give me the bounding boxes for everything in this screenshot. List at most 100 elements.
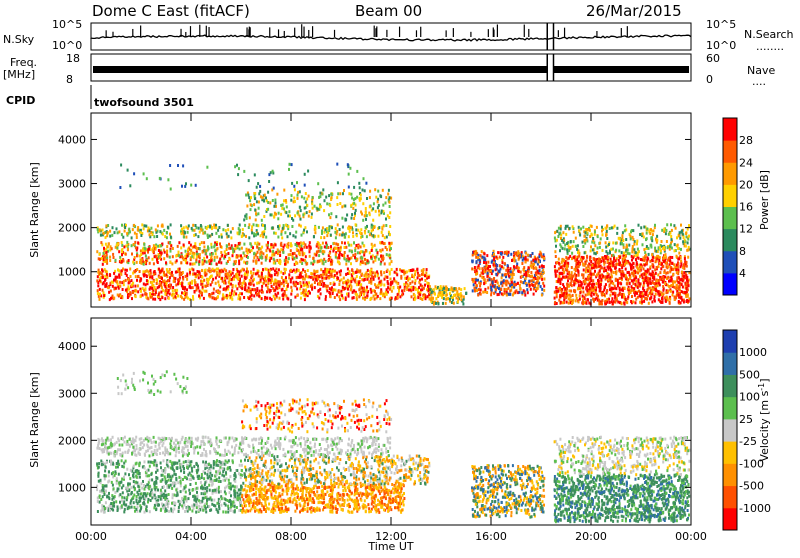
data-cell bbox=[588, 275, 590, 278]
data-cell bbox=[612, 262, 614, 265]
data-cell bbox=[509, 284, 511, 287]
data-cell bbox=[676, 255, 678, 258]
data-cell bbox=[618, 249, 620, 252]
data-cell bbox=[164, 293, 166, 296]
data-cell bbox=[583, 269, 585, 272]
data-cell bbox=[285, 256, 287, 259]
data-cell bbox=[363, 274, 365, 277]
data-cell bbox=[369, 251, 371, 254]
data-cell bbox=[124, 269, 126, 272]
data-cell bbox=[248, 249, 250, 252]
data-cell bbox=[564, 244, 566, 247]
data-cell bbox=[487, 279, 489, 282]
data-cell bbox=[644, 251, 646, 254]
data-cell bbox=[424, 279, 426, 282]
data-cell bbox=[644, 292, 646, 295]
data-cell bbox=[474, 289, 476, 292]
data-cell bbox=[484, 267, 486, 270]
data-cell bbox=[166, 268, 168, 271]
data-cell bbox=[237, 270, 239, 273]
data-cell bbox=[116, 246, 118, 249]
data-cell bbox=[209, 253, 211, 256]
data-cell bbox=[527, 254, 529, 257]
data-cell bbox=[97, 284, 99, 287]
data-cell bbox=[509, 290, 511, 293]
data-cell bbox=[274, 270, 276, 273]
data-cell bbox=[359, 231, 361, 234]
data-cell bbox=[331, 263, 333, 266]
data-cell bbox=[230, 271, 232, 274]
data-cell bbox=[115, 287, 117, 290]
data-cell bbox=[132, 228, 134, 231]
data-cell bbox=[587, 284, 589, 287]
data-cell bbox=[667, 276, 669, 279]
data-cell bbox=[573, 275, 575, 278]
data-cell bbox=[588, 228, 590, 231]
data-cell bbox=[166, 245, 168, 248]
data-cell bbox=[314, 226, 316, 229]
data-cell bbox=[159, 177, 161, 180]
data-cell bbox=[143, 227, 145, 230]
data-cell bbox=[570, 295, 572, 298]
data-cell bbox=[605, 283, 607, 286]
data-cell bbox=[154, 255, 156, 258]
data-cell bbox=[578, 265, 580, 268]
data-cell bbox=[594, 270, 596, 273]
data-cell bbox=[527, 259, 529, 262]
data-cell bbox=[220, 245, 222, 248]
data-cell bbox=[170, 244, 172, 247]
data-cell bbox=[273, 262, 275, 265]
data-cell bbox=[150, 296, 152, 299]
data-cell bbox=[554, 297, 556, 300]
data-cell bbox=[230, 231, 232, 234]
data-cell bbox=[140, 295, 142, 298]
data-cell bbox=[153, 262, 155, 265]
data-cell bbox=[272, 267, 274, 270]
nsky-tick-bottom: 10^0 bbox=[52, 39, 82, 52]
data-cell bbox=[218, 291, 220, 294]
data-cell bbox=[638, 224, 640, 227]
data-cell bbox=[105, 248, 107, 251]
data-cell bbox=[375, 196, 377, 199]
data-cell bbox=[206, 256, 208, 259]
data-cell bbox=[393, 286, 395, 289]
data-cell bbox=[304, 173, 306, 176]
data-cell bbox=[424, 274, 426, 277]
data-cell bbox=[643, 267, 645, 270]
data-cell bbox=[268, 180, 270, 183]
data-cell bbox=[222, 293, 224, 296]
data-cell bbox=[582, 245, 584, 248]
data-cell bbox=[665, 253, 667, 256]
data-cell bbox=[202, 286, 204, 289]
data-cell bbox=[362, 297, 364, 300]
data-cell bbox=[264, 227, 266, 230]
data-cell bbox=[350, 262, 352, 265]
data-cell bbox=[354, 212, 356, 215]
data-cell bbox=[331, 196, 333, 199]
data-cell bbox=[542, 282, 544, 285]
data-cell bbox=[397, 286, 399, 289]
data-cell bbox=[231, 247, 233, 250]
data-cell bbox=[339, 192, 341, 195]
data-cell bbox=[309, 250, 311, 253]
data-cell bbox=[569, 255, 571, 258]
data-cell bbox=[145, 296, 147, 299]
data-cell bbox=[374, 188, 376, 191]
data-cell bbox=[190, 244, 192, 247]
data-cell bbox=[201, 276, 203, 279]
data-cell bbox=[126, 274, 128, 277]
data-cell bbox=[106, 276, 108, 279]
data-cell bbox=[680, 260, 682, 263]
data-cell bbox=[113, 256, 115, 259]
data-cell bbox=[246, 205, 248, 208]
data-cell bbox=[593, 257, 595, 260]
data-cell bbox=[599, 246, 601, 249]
data-cell bbox=[240, 282, 242, 285]
data-cell bbox=[357, 229, 359, 232]
data-cell bbox=[195, 184, 197, 187]
data-cell bbox=[232, 268, 234, 271]
data-cell bbox=[564, 247, 566, 250]
data-cell bbox=[655, 285, 657, 288]
data-cell bbox=[585, 262, 587, 265]
data-cell bbox=[197, 286, 199, 289]
